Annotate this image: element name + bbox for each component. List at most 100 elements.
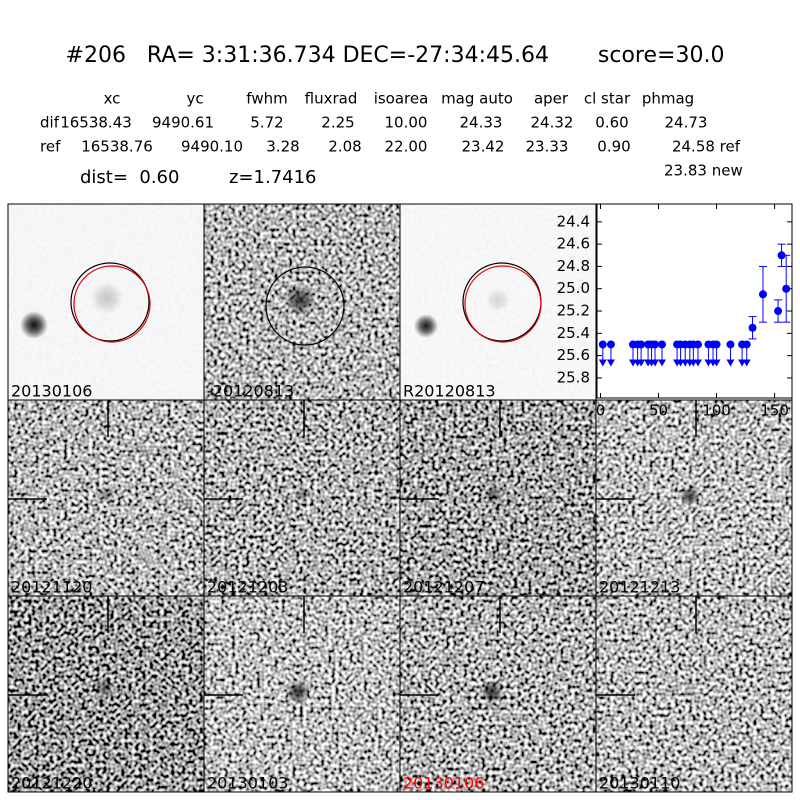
y-tick-label: 24.6 <box>557 235 590 253</box>
y-tick-label: 25.2 <box>557 302 590 320</box>
panel <box>595 203 793 401</box>
upper-limit <box>693 340 702 349</box>
source-blob <box>683 683 697 697</box>
redshift: z=1.7416 <box>229 167 317 188</box>
table-cell: 24.33 <box>460 114 503 132</box>
limit-arrowhead <box>651 359 660 367</box>
column-header: xc <box>104 90 121 108</box>
y-tick-label: 25.8 <box>557 368 590 386</box>
x-tick-label: 100 <box>702 402 731 420</box>
table-cell: 22.00 <box>385 138 428 156</box>
light-curve: 24.4 24.6 24.8 25.0 25.2 25.4 25.6 25.8 0 50 100 15… <box>557 203 793 420</box>
aperture-circle <box>70 262 150 342</box>
panel-label: 20130106 <box>11 382 92 401</box>
table-extra: 23.83 new <box>664 162 743 180</box>
column-header: cl star <box>584 90 631 108</box>
panel: 20121203 <box>203 399 401 597</box>
limit-arrowhead <box>712 359 721 367</box>
x-tick-label: 0 <box>596 402 606 420</box>
table-cell: 24.58 ref <box>672 138 741 156</box>
source-blob <box>284 284 316 316</box>
table-cell: 23.33 <box>526 138 569 156</box>
panel-label: 20130103 <box>207 774 288 793</box>
panel: 20130103 <box>203 595 401 793</box>
table-cell: 2.08 <box>328 138 361 156</box>
table-cell: 5.72 <box>250 114 283 132</box>
limit-arrowhead <box>598 359 607 367</box>
table-cell: 16538.76 <box>81 138 153 156</box>
source-blob <box>94 678 114 698</box>
detection <box>777 251 786 260</box>
column-header: phmag <box>642 90 694 108</box>
table-cell: 2.25 <box>321 114 354 132</box>
panel-frame <box>595 595 793 793</box>
source-blob <box>480 680 504 704</box>
panel: 20130106 <box>7 203 205 401</box>
source-blob <box>414 314 438 338</box>
source-blob <box>293 485 311 503</box>
title: #206 RA= 3:31:36.734 DEC=-27:34:45.64 sc… <box>66 43 725 68</box>
panel-label: 20121207 <box>403 578 484 597</box>
panel: -20120813 <box>203 203 401 401</box>
source-blob <box>680 486 700 506</box>
limit-arrowhead <box>726 359 735 367</box>
panel: 20130110 <box>595 595 793 793</box>
table-cell: 16538.43 <box>60 114 132 132</box>
aperture-circle <box>265 266 345 346</box>
table-cell: 24.73 <box>665 114 708 132</box>
panel: 20121207 <box>399 399 597 597</box>
column-header: aper <box>534 90 569 108</box>
panel-label: 20121120 <box>11 578 92 597</box>
limit-arrowhead <box>693 359 702 367</box>
upper-limit <box>742 340 751 349</box>
source-blob <box>97 485 115 503</box>
panel-label: 20130110 <box>599 774 680 793</box>
source-blob <box>484 484 504 504</box>
table-cell: 3.28 <box>266 138 299 156</box>
aperture-circle <box>464 265 542 343</box>
detection <box>748 323 757 332</box>
y-tick-label: 24.8 <box>557 257 590 275</box>
y-tick-label: 25.0 <box>557 279 590 297</box>
upper-limit <box>598 340 607 349</box>
panel-label: 20130106 <box>403 774 484 793</box>
panel: 20121220 <box>7 595 205 793</box>
upper-limit <box>658 340 666 349</box>
column-header: yc <box>186 90 203 108</box>
source-blob <box>486 288 510 312</box>
source-blob <box>20 311 48 339</box>
plot-frame <box>596 203 793 399</box>
upper-limit <box>637 340 646 349</box>
column-header: mag auto <box>441 90 513 108</box>
y-tick-label: 25.4 <box>557 324 590 342</box>
upper-limit <box>712 340 721 349</box>
column-header: fluxrad <box>305 90 358 108</box>
y-tick-label: 25.6 <box>557 346 590 364</box>
detection <box>758 290 767 299</box>
x-tick-label: 150 <box>760 402 789 420</box>
table-cell: ref <box>40 138 61 156</box>
table-cell: 23.42 <box>462 138 505 156</box>
limit-arrowhead <box>606 359 615 367</box>
x-tick-label: 50 <box>649 402 668 420</box>
panel-label: 20121203 <box>207 578 288 597</box>
table-cell: 10.00 <box>385 114 428 132</box>
y-tick-label: 24.4 <box>557 212 590 230</box>
table-cell: 0.60 <box>595 114 628 132</box>
table-cell: 24.32 <box>531 114 574 132</box>
limit-arrowhead <box>742 359 751 367</box>
aperture-circle <box>73 265 151 343</box>
panel-label: 20121220 <box>11 774 92 793</box>
table-cell: dif <box>40 114 60 132</box>
dist: dist= 0.60 <box>80 167 179 188</box>
table-cell: 0.90 <box>597 138 630 156</box>
column-header: isoarea <box>374 90 429 108</box>
upper-limit <box>651 340 660 349</box>
plot-background <box>596 204 792 400</box>
table-cell: 9490.10 <box>181 138 243 156</box>
panel-label: R20120813 <box>403 382 496 401</box>
detection <box>782 284 791 293</box>
limit-arrowhead <box>637 359 646 367</box>
source-blob <box>91 282 123 314</box>
